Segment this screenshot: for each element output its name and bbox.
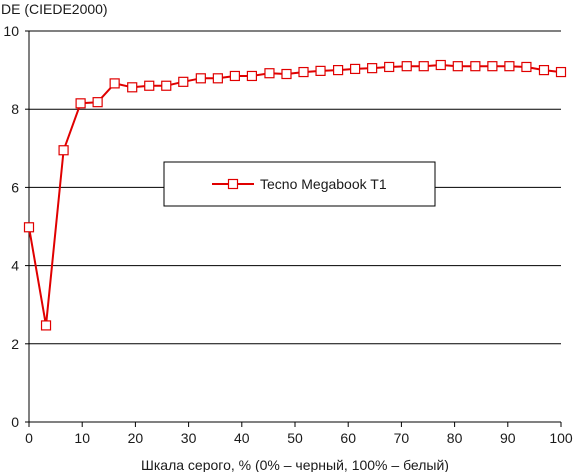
y-tick-label-8: 8 (11, 101, 19, 117)
data-point (401, 61, 412, 72)
data-point (504, 61, 515, 72)
data-point (212, 73, 223, 84)
data-point (229, 70, 240, 82)
y-axis-title: DE (CIEDE2000) (1, 1, 108, 17)
y-tick-label-0: 0 (11, 414, 19, 430)
y-tick-label-4: 4 (11, 258, 19, 274)
data-point (538, 64, 550, 76)
y-tick-label-6: 6 (11, 179, 19, 195)
x-tick-label-50: 50 (287, 430, 303, 446)
x-tick-label-40: 40 (234, 430, 250, 446)
x-tick-label-30: 30 (181, 430, 197, 446)
data-point (92, 97, 103, 108)
data-point (281, 68, 292, 80)
legend-marker (227, 178, 239, 190)
data-point (452, 61, 463, 72)
data-point (58, 145, 69, 156)
data-point (195, 73, 206, 84)
legend-label: Tecno Megabook T1 (260, 176, 387, 192)
data-point (144, 80, 155, 91)
x-tick-label-90: 90 (500, 430, 516, 446)
x-tick-label-70: 70 (394, 430, 410, 446)
x-tick-label-20: 20 (128, 430, 144, 446)
y-tick-label-2: 2 (11, 336, 19, 352)
data-point (418, 61, 429, 72)
data-point (555, 66, 567, 78)
legend-box (163, 161, 436, 207)
x-axis-title: Шкала серого, % (0% – черный, 100% – бел… (141, 457, 449, 472)
series-layer (23, 59, 567, 331)
data-point (487, 61, 498, 72)
data-point (367, 63, 378, 74)
data-point (127, 82, 138, 93)
data-point (75, 98, 86, 109)
x-tick-label-10: 10 (74, 430, 90, 446)
data-point (246, 70, 258, 82)
data-point (40, 320, 52, 331)
x-tick-label-100: 100 (549, 430, 573, 446)
x-tick-label-80: 80 (447, 430, 463, 446)
x-tick-label-60: 60 (340, 430, 356, 446)
data-point (470, 61, 481, 72)
data-point (298, 66, 309, 78)
data-point (384, 61, 395, 73)
data-point (332, 64, 344, 76)
data-point (315, 65, 326, 76)
data-point (109, 78, 120, 89)
x-tick-label-0: 0 (25, 430, 33, 446)
y-tick-label-10: 10 (3, 23, 19, 39)
data-point (521, 61, 532, 73)
data-point (178, 76, 189, 87)
legend: Tecno Megabook T1 (163, 161, 436, 207)
data-point (435, 59, 446, 71)
axes (25, 30, 562, 427)
data-point (264, 68, 275, 79)
data-point (23, 222, 35, 233)
data-point (350, 63, 361, 75)
data-point (161, 80, 172, 91)
